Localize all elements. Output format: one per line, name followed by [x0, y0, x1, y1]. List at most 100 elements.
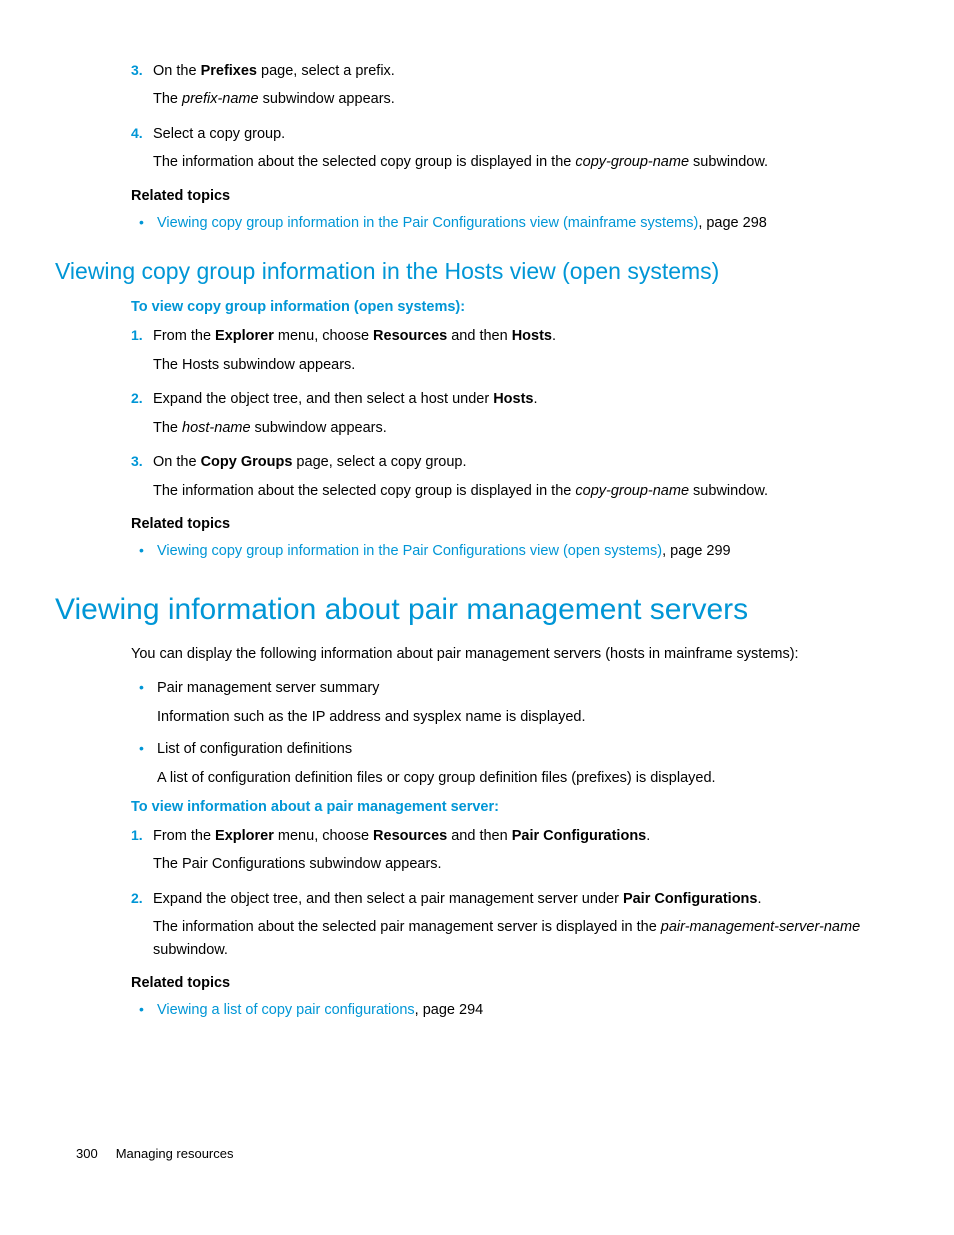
link-wrapper: Viewing copy group information in the Pa…	[157, 212, 899, 234]
intro-text: You can display the following informatio…	[131, 643, 899, 665]
step-text: From the Explorer menu, choose Resources…	[153, 325, 899, 347]
step-text: On the Prefixes page, select a prefix.	[153, 60, 899, 82]
bold-text: Copy Groups	[201, 454, 293, 470]
step-sub: The host-name subwindow appears.	[153, 417, 899, 439]
italic-text: pair-management-server-name	[661, 919, 860, 935]
page-footer: 300 Managing resources	[76, 1146, 234, 1161]
text: .	[533, 391, 537, 407]
procedure-heading: To view information about a pair managem…	[131, 799, 899, 815]
bullet-icon: •	[139, 212, 157, 234]
step-text: Expand the object tree, and then select …	[153, 888, 899, 910]
text: The	[153, 91, 182, 107]
related-topics-heading: Related topics	[131, 975, 899, 991]
text: subwindow.	[689, 483, 768, 499]
bold-text: Prefixes	[201, 63, 257, 79]
text: The information about the selected copy …	[153, 154, 575, 170]
bold-text: Hosts	[512, 328, 552, 344]
step-text: Expand the object tree, and then select …	[153, 388, 899, 410]
step-3: 3. On the Prefixes page, select a prefix…	[131, 60, 899, 82]
step-3: 3. On the Copy Groups page, select a cop…	[131, 451, 899, 473]
bullet-icon: •	[139, 999, 157, 1021]
info-bullet: • List of configuration definitions	[139, 738, 899, 760]
page-number: 300	[76, 1146, 98, 1161]
step-text: On the Copy Groups page, select a copy g…	[153, 451, 899, 473]
bullet-icon: •	[139, 677, 157, 699]
step-2: 2. Expand the object tree, and then sele…	[131, 888, 899, 910]
step-4: 4. Select a copy group.	[131, 123, 899, 145]
text: The information about the selected pair …	[153, 919, 661, 935]
step-sub: The information about the selected copy …	[153, 151, 899, 173]
step-sub: The Hosts subwindow appears.	[153, 354, 899, 376]
step-sub: The information about the selected pair …	[153, 916, 899, 961]
text: menu, choose	[274, 328, 373, 344]
page-ref: , page 298	[698, 215, 767, 231]
text: On the	[153, 63, 201, 79]
bullet-text: List of configuration definitions	[157, 738, 899, 760]
cross-reference-link[interactable]: Viewing a list of copy pair configuratio…	[157, 1002, 415, 1018]
bold-text: Pair Configurations	[623, 891, 758, 907]
bold-text: Pair Configurations	[512, 828, 647, 844]
page-ref: , page 294	[415, 1002, 484, 1018]
chapter-name: Managing resources	[116, 1146, 234, 1161]
text: .	[552, 328, 556, 344]
bullet-icon: •	[139, 540, 157, 562]
step-number: 3.	[131, 60, 153, 82]
text: Expand the object tree, and then select …	[153, 391, 493, 407]
cross-reference-link[interactable]: Viewing copy group information in the Pa…	[157, 543, 662, 559]
step-number: 1.	[131, 325, 153, 347]
link-wrapper: Viewing a list of copy pair configuratio…	[157, 999, 899, 1021]
italic-text: copy-group-name	[575, 483, 689, 499]
text: On the	[153, 454, 201, 470]
section-heading-pair-management: Viewing information about pair managemen…	[55, 593, 899, 627]
bold-text: Resources	[373, 828, 447, 844]
text: page, select a copy group.	[292, 454, 466, 470]
text: subwindow appears.	[251, 420, 387, 436]
bold-text: Explorer	[215, 328, 274, 344]
italic-text: host-name	[182, 420, 251, 436]
bold-text: Explorer	[215, 828, 274, 844]
text: From the	[153, 328, 215, 344]
bullet-icon: •	[139, 738, 157, 760]
bold-text: Hosts	[493, 391, 533, 407]
italic-text: copy-group-name	[575, 154, 689, 170]
step-number: 1.	[131, 825, 153, 847]
procedure-heading: To view copy group information (open sys…	[131, 299, 899, 315]
text: page, select a prefix.	[257, 63, 395, 79]
related-link-item: • Viewing copy group information in the …	[139, 212, 899, 234]
bold-text: Resources	[373, 328, 447, 344]
step-text: From the Explorer menu, choose Resources…	[153, 825, 899, 847]
page-content: 3. On the Prefixes page, select a prefix…	[0, 0, 954, 1068]
text: Expand the object tree, and then select …	[153, 891, 623, 907]
step-2: 2. Expand the object tree, and then sele…	[131, 388, 899, 410]
text: The	[153, 420, 182, 436]
step-number: 2.	[131, 388, 153, 410]
text: and then	[447, 328, 512, 344]
related-link-item: • Viewing a list of copy pair configurat…	[139, 999, 899, 1021]
related-topics-heading: Related topics	[131, 188, 899, 204]
text: menu, choose	[274, 828, 373, 844]
text: .	[757, 891, 761, 907]
text: subwindow.	[153, 942, 228, 958]
section-heading-hosts-view: Viewing copy group information in the Ho…	[55, 258, 899, 285]
related-topics-heading: Related topics	[131, 516, 899, 532]
cross-reference-link[interactable]: Viewing copy group information in the Pa…	[157, 215, 698, 231]
text: The information about the selected copy …	[153, 483, 575, 499]
step-number: 2.	[131, 888, 153, 910]
step-sub: The Pair Configurations subwindow appear…	[153, 853, 899, 875]
related-link-item: • Viewing copy group information in the …	[139, 540, 899, 562]
bullet-sub: A list of configuration definition files…	[157, 767, 899, 789]
step-1: 1. From the Explorer menu, choose Resour…	[131, 325, 899, 347]
step-sub: The information about the selected copy …	[153, 480, 899, 502]
info-bullet: • Pair management server summary	[139, 677, 899, 699]
link-wrapper: Viewing copy group information in the Pa…	[157, 540, 899, 562]
step-1: 1. From the Explorer menu, choose Resour…	[131, 825, 899, 847]
step-sub: The prefix-name subwindow appears.	[153, 88, 899, 110]
text: and then	[447, 828, 512, 844]
text: From the	[153, 828, 215, 844]
text: subwindow.	[689, 154, 768, 170]
text: subwindow appears.	[259, 91, 395, 107]
step-text: Select a copy group.	[153, 123, 899, 145]
bullet-text: Pair management server summary	[157, 677, 899, 699]
step-number: 3.	[131, 451, 153, 473]
bullet-sub: Information such as the IP address and s…	[157, 706, 899, 728]
